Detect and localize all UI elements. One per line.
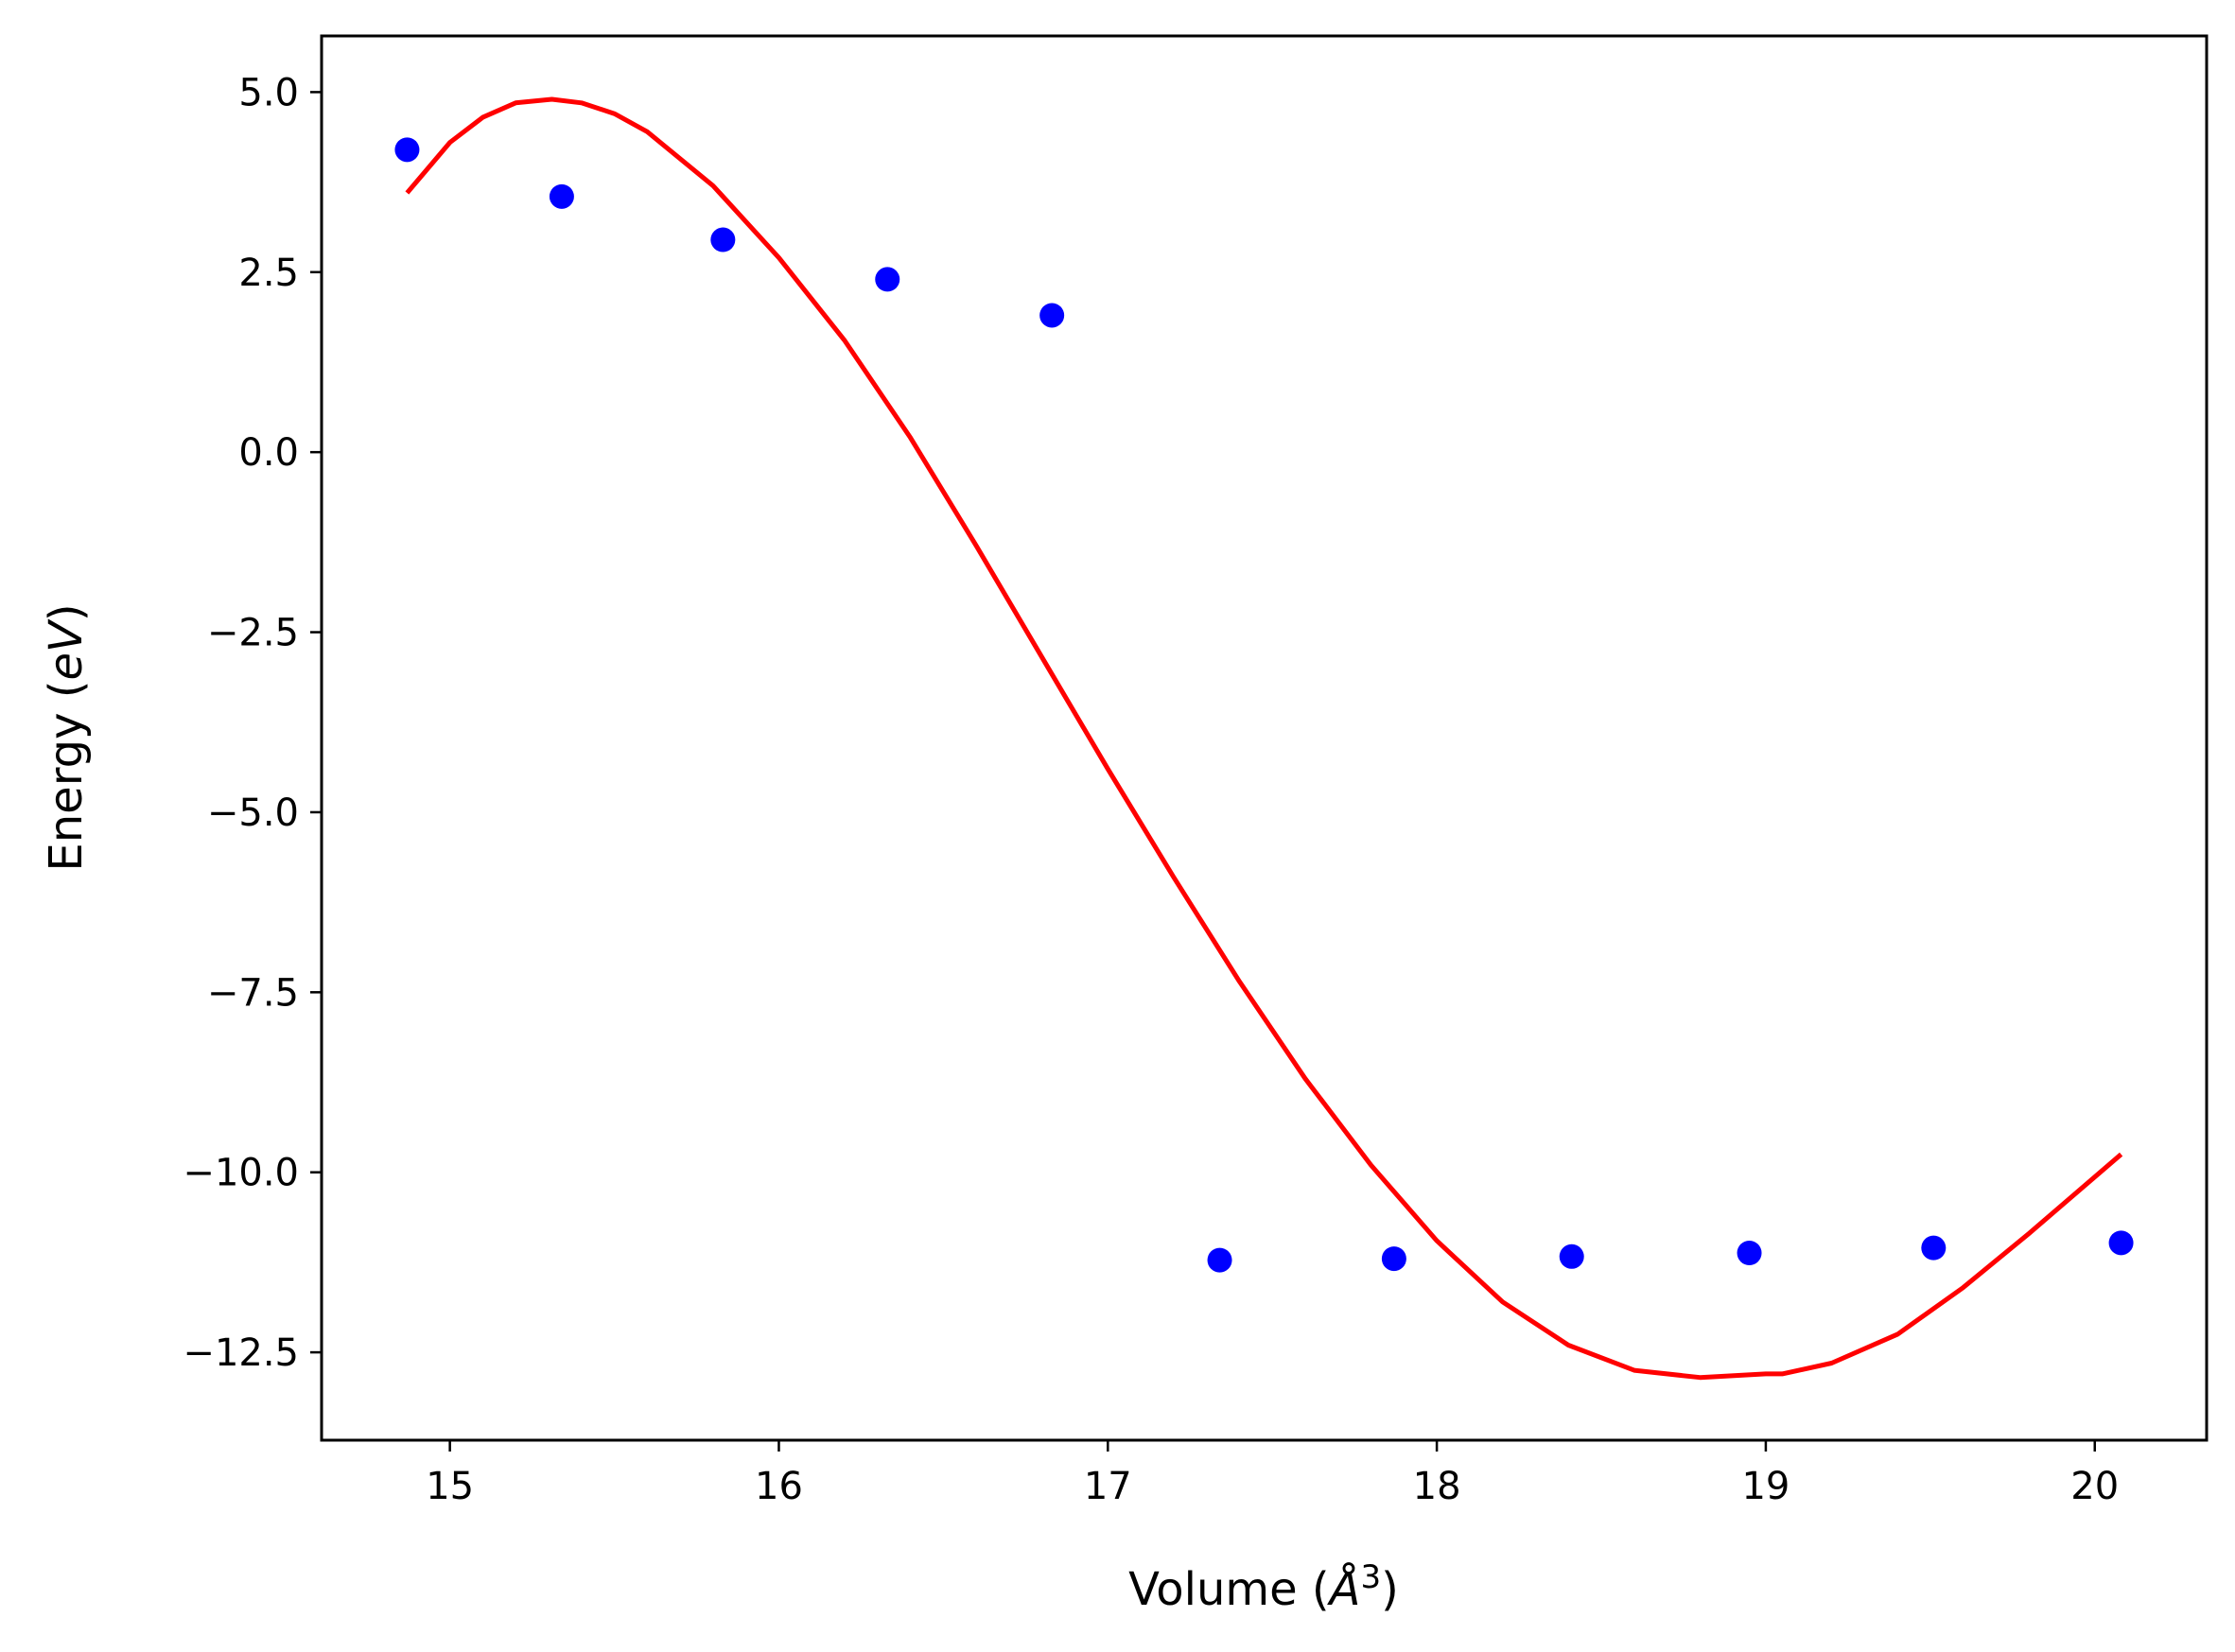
data-point (2108, 1230, 2134, 1256)
x-tick-label: 20 (2070, 1465, 2119, 1508)
y-axis-label: Energy (eV) (40, 603, 93, 871)
y-tick-label: −7.5 (207, 971, 299, 1015)
y-axis-ticks: 5.0 2.5 0.0 −2.5 −5.0 −7.5 −10.0 −12.5 (183, 71, 322, 1375)
x-tick-label: 19 (1741, 1465, 1790, 1508)
x-tick-label: 16 (755, 1465, 803, 1508)
data-point (1921, 1235, 1947, 1261)
x-tick-label: 18 (1413, 1465, 1461, 1508)
data-point (549, 183, 574, 209)
y-tick-label: −5.0 (207, 791, 299, 835)
plot-frame (320, 34, 2209, 1442)
y-tick-label: 2.5 (238, 252, 299, 295)
x-tick-label: 15 (426, 1465, 474, 1508)
data-point (1381, 1246, 1406, 1272)
fit-curve-line (405, 96, 2123, 1381)
data-point (1737, 1241, 1762, 1265)
data-point (394, 137, 420, 163)
y-tick-label: 5.0 (238, 71, 299, 114)
y-tick-label: −10.0 (183, 1152, 299, 1195)
y-tick-label: −2.5 (207, 612, 299, 655)
series-layer (394, 96, 2134, 1381)
y-tick-label: −12.5 (183, 1331, 299, 1375)
x-axis-ticks: 15 16 17 18 19 20 (426, 1440, 2119, 1508)
data-point (710, 227, 736, 252)
y-tick-label: 0.0 (238, 431, 299, 475)
x-axis-label: Volume (Å3) (1128, 1558, 1399, 1616)
x-tick-label: 17 (1084, 1465, 1132, 1508)
data-point (1559, 1243, 1584, 1269)
data-point (1207, 1247, 1232, 1273)
data-point (1039, 303, 1065, 328)
data-point (875, 267, 900, 292)
